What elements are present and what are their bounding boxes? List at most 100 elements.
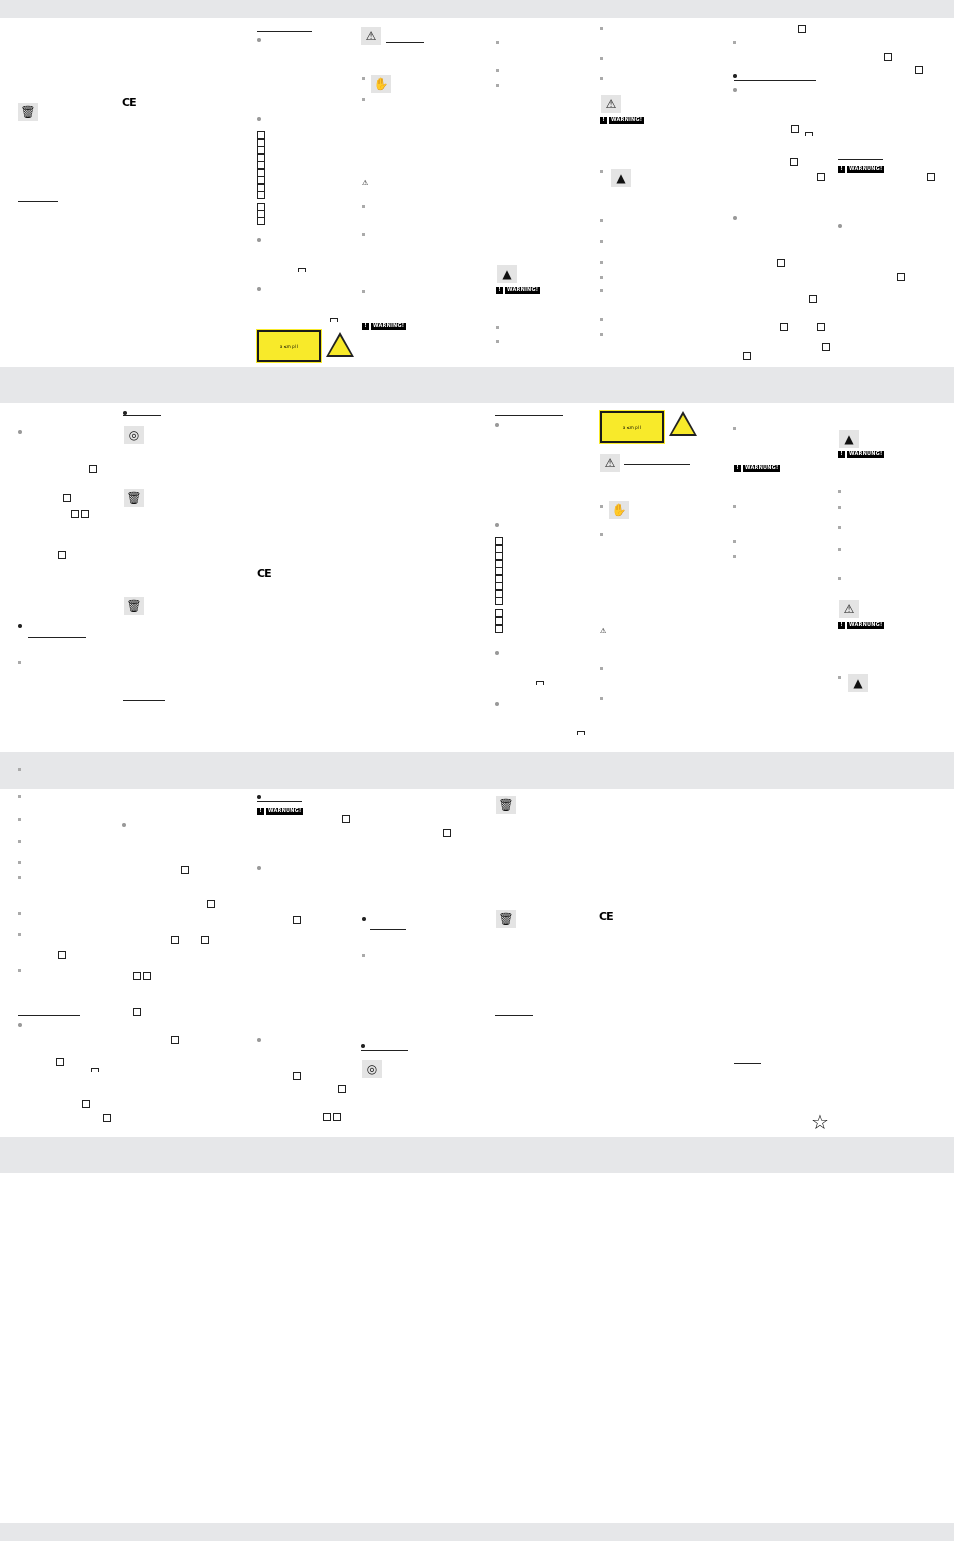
list-bullet — [18, 430, 22, 434]
list-bullet — [257, 1038, 261, 1042]
warning-label: WARNING! — [609, 117, 645, 124]
warning-label: WARNUNG! — [743, 465, 781, 472]
reference-number-box — [333, 1113, 341, 1121]
section-heading-underline — [386, 42, 424, 43]
list-marker — [600, 533, 603, 536]
laser-hazard-icon: ▲ — [611, 169, 631, 187]
small-warning-icon: ⚠ — [600, 627, 607, 635]
reference-number-box — [171, 936, 179, 944]
warning-icon: ! — [734, 465, 741, 472]
list-marker — [362, 233, 365, 236]
reference-number-box — [257, 191, 265, 199]
section-heading-underline — [734, 80, 816, 81]
list-bullet — [495, 423, 499, 427]
reference-number-box — [495, 617, 503, 625]
list-marker — [362, 77, 365, 80]
section-bullet — [361, 1044, 365, 1048]
list-marker — [600, 77, 603, 80]
warning-badge: ! WARNUNG! — [734, 465, 781, 472]
laser-label-text: a ≤m pl I — [622, 424, 642, 430]
list-marker — [733, 505, 736, 508]
reference-number-box — [58, 551, 66, 559]
small-warning-icon: ⚠ — [362, 179, 369, 187]
reference-number-box — [817, 173, 825, 181]
list-marker — [362, 290, 365, 293]
section-heading-underline — [257, 801, 302, 802]
warning-label: WARNUNG! — [847, 622, 885, 629]
laser-warning-icon — [669, 411, 697, 436]
warning-label: WARNING! — [505, 287, 541, 294]
reference-number-box — [342, 815, 350, 823]
reference-number-box — [495, 609, 503, 617]
reference-number-box — [133, 1008, 141, 1016]
warning-icon: ! — [838, 166, 845, 173]
weee-bin-icon: 🗑 — [124, 489, 144, 507]
dimension-bracket — [805, 132, 813, 136]
ce-mark: CE — [599, 910, 614, 923]
warning-label: WARNUNG! — [847, 166, 885, 173]
section-heading-underline — [495, 415, 563, 416]
list-marker — [600, 219, 603, 222]
list-marker — [838, 506, 841, 509]
page-band — [0, 367, 954, 403]
laser-class-label: a ≤m pl I — [600, 411, 664, 443]
reference-number-box — [82, 1100, 90, 1108]
warning-badge: ! WARNUNG! — [838, 622, 885, 629]
ce-mark: CE — [122, 96, 137, 109]
section-heading-underline — [257, 31, 312, 32]
section-bullet — [123, 411, 127, 415]
dimension-bracket — [330, 318, 338, 322]
list-marker — [18, 933, 21, 936]
laser-warning-icon — [326, 332, 354, 357]
list-marker — [18, 876, 21, 879]
list-marker — [18, 840, 21, 843]
reference-number-box — [822, 343, 830, 351]
list-marker — [496, 41, 499, 44]
dimension-bracket — [298, 268, 306, 272]
reference-number-box — [915, 66, 923, 74]
list-marker — [496, 69, 499, 72]
list-marker — [733, 540, 736, 543]
list-marker — [838, 548, 841, 551]
list-marker — [18, 861, 21, 864]
list-bullet — [257, 287, 261, 291]
section-heading-underline — [123, 415, 161, 416]
dimension-bracket — [577, 731, 585, 735]
warning-icon: ! — [257, 808, 264, 815]
list-marker — [18, 795, 21, 798]
list-marker — [362, 205, 365, 208]
reference-number-box — [181, 866, 189, 874]
warning-badge: ! WARNING! — [600, 117, 645, 124]
laser-label-text: a ≤m pl I — [279, 343, 299, 349]
list-marker — [18, 768, 21, 771]
weee-bin-icon: 🗑 — [124, 597, 144, 615]
list-marker — [362, 954, 365, 957]
warning-badge: ! WARNING! — [362, 323, 407, 330]
list-marker — [733, 427, 736, 430]
list-bullet — [257, 38, 261, 42]
warning-icon: ! — [838, 451, 845, 458]
reference-number-box — [201, 936, 209, 944]
section-bullet — [18, 624, 22, 628]
reference-number-box — [798, 25, 806, 33]
section-bullet — [362, 917, 366, 921]
warning-icon: ! — [362, 323, 369, 330]
section-heading-underline — [18, 201, 58, 202]
reference-number-box — [89, 465, 97, 473]
reference-number-box — [809, 295, 817, 303]
section-heading-underline — [495, 1015, 533, 1016]
reference-number-box — [81, 510, 89, 518]
reference-number-box — [817, 323, 825, 331]
reference-number-box — [927, 173, 935, 181]
section-heading-underline — [123, 700, 165, 701]
list-marker — [18, 912, 21, 915]
laser-class-label: a ≤m pl I — [257, 330, 321, 362]
reference-number-box — [207, 900, 215, 908]
warning-icon: ! — [600, 117, 607, 124]
list-marker — [600, 27, 603, 30]
weee-bin-icon: 🗑 — [18, 103, 38, 121]
hand-icon: ✋ — [371, 75, 391, 93]
warning-label: WARNUNG! — [847, 451, 885, 458]
list-marker — [18, 969, 21, 972]
list-marker — [496, 340, 499, 343]
